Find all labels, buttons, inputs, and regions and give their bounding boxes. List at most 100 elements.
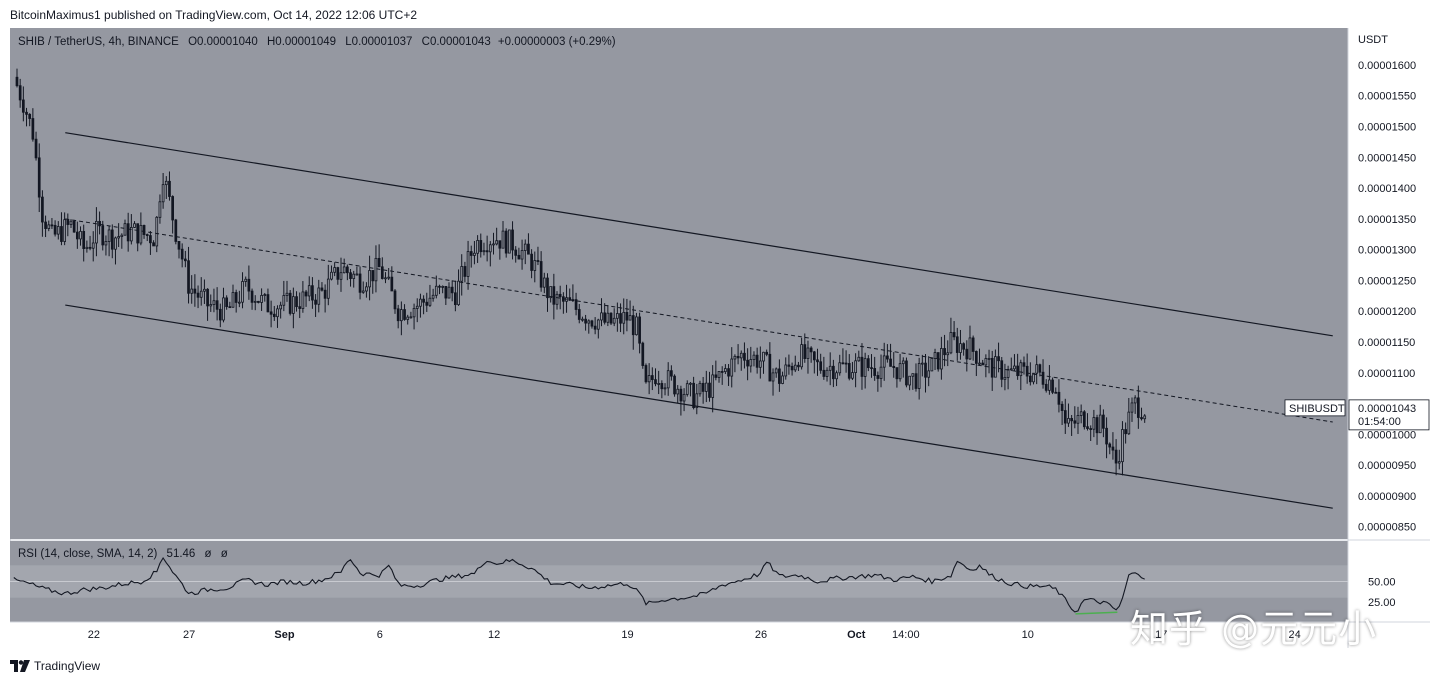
candle-body (15, 76, 19, 87)
candle-body (79, 230, 82, 240)
time-axis[interactable] (10, 622, 1348, 648)
price-pane[interactable] (10, 28, 1348, 539)
candle-body (120, 234, 124, 237)
candle-body (101, 225, 105, 246)
candle-body (549, 286, 553, 299)
candle-body (911, 373, 915, 377)
candle-body (107, 229, 111, 242)
candle-body (66, 219, 70, 225)
candle-body (1022, 362, 1026, 367)
candle-body (346, 266, 349, 274)
candle-body (558, 293, 562, 298)
candle-body (406, 316, 410, 320)
tradingview-footer[interactable]: TradingView (10, 659, 100, 673)
rsi-line (13, 556, 1145, 613)
candle-body (463, 266, 467, 277)
candle-body (301, 291, 305, 309)
candle-body (1048, 379, 1051, 391)
candle-body (1079, 411, 1083, 416)
rsi-divergence-line[interactable] (1075, 611, 1118, 615)
candle-body (288, 292, 292, 314)
candle-body (879, 366, 883, 379)
candle-body (577, 309, 581, 320)
candle-body (546, 277, 549, 299)
candle-body (222, 297, 225, 321)
price-tick-label: 0.00001500 (1358, 122, 1416, 134)
candle-body (924, 362, 927, 378)
candle-body (997, 356, 1000, 362)
candle-body (762, 351, 765, 362)
candle-body (1070, 418, 1073, 422)
candle-body (428, 297, 432, 306)
candle-body (1054, 391, 1058, 394)
candle-body (936, 352, 940, 370)
candle-body (590, 320, 594, 327)
candle-body (981, 362, 985, 366)
candle-body (75, 231, 79, 240)
candle-body (460, 266, 464, 282)
candle-body (927, 370, 931, 378)
candle-body (940, 348, 943, 370)
candle-body (142, 225, 146, 235)
candle-body (533, 260, 537, 271)
time-tick-label: 24 (1289, 629, 1301, 641)
candle-body (873, 368, 877, 376)
price-axis[interactable] (1348, 28, 1430, 648)
bar-countdown: 01:54:00 (1358, 416, 1401, 428)
candle-body (238, 301, 241, 304)
candle-body (422, 298, 425, 303)
candle-body (473, 252, 476, 256)
candle-body (203, 288, 206, 292)
candle-body (704, 382, 708, 392)
candle-body (457, 280, 460, 306)
candle-body (104, 241, 108, 246)
candle-body (53, 224, 57, 235)
candle-body (212, 300, 216, 305)
candle-body (400, 309, 403, 322)
candle-body (701, 382, 705, 392)
channel-mid-line[interactable] (65, 218, 1333, 423)
candle-body (1057, 391, 1061, 405)
candle-body (1038, 364, 1042, 373)
candle-body (749, 359, 753, 367)
candle-body (263, 294, 267, 296)
candle-body (520, 250, 524, 260)
close-label: C (421, 36, 430, 48)
channel-upper-line[interactable] (65, 132, 1333, 337)
candle-body (218, 308, 222, 321)
candle-body (196, 292, 200, 298)
candle-body (994, 356, 997, 378)
candle-body (419, 298, 422, 307)
rsi-legend: RSI (14, close, SMA, 14, 2) 51.46 ø ø (18, 548, 228, 560)
candle-body (828, 365, 832, 371)
candle-body (949, 332, 953, 354)
rsi-tick-label: 25.00 (1368, 597, 1396, 609)
candle-body (809, 347, 813, 353)
price-chart[interactable]: USDT 0.00001600 0.00001550 0.00001500 0.0000… (10, 28, 1430, 648)
candle-body (285, 292, 289, 296)
candle-body (685, 383, 689, 395)
candle-body (905, 360, 908, 386)
candle-body (495, 240, 499, 245)
candle-body (587, 320, 591, 324)
candle-body (987, 357, 991, 360)
candle-body (609, 312, 613, 324)
symbol-price-tag (1284, 399, 1346, 417)
candle-body (374, 257, 378, 282)
candle-body (638, 316, 641, 344)
price-tick-label: 0.00001150 (1358, 337, 1415, 349)
candle-body (1143, 415, 1147, 420)
candle-body (1086, 426, 1089, 429)
candle-body (616, 313, 619, 319)
candle-body (882, 355, 886, 368)
candle-body (889, 358, 892, 367)
candle-body (244, 278, 248, 282)
candle-body (631, 315, 635, 336)
candle-body (838, 362, 842, 374)
candle-body (28, 113, 32, 119)
candle-body (1067, 418, 1070, 424)
channel-lower-line[interactable] (65, 304, 1333, 509)
open-value: 0.00001040 (197, 36, 258, 48)
candle-body (384, 277, 387, 280)
candle-body (717, 371, 721, 378)
